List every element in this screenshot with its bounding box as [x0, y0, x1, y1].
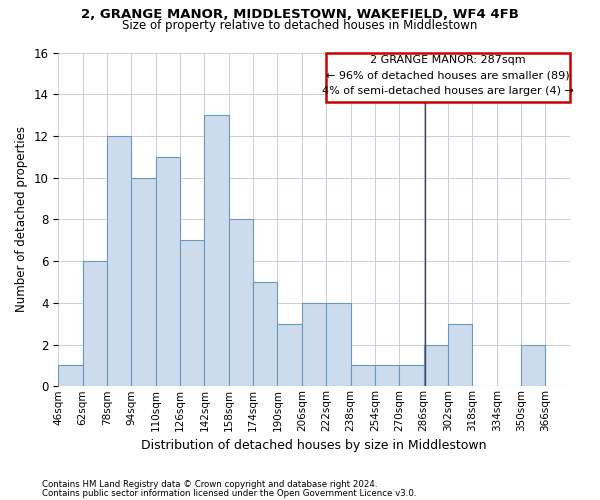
Bar — [448, 324, 472, 386]
Bar — [229, 220, 253, 386]
Bar — [107, 136, 131, 386]
Bar — [326, 303, 350, 386]
Text: 2 GRANGE MANOR: 287sqm: 2 GRANGE MANOR: 287sqm — [370, 55, 526, 65]
Bar — [253, 282, 277, 387]
Text: 2, GRANGE MANOR, MIDDLESTOWN, WAKEFIELD, WF4 4FB: 2, GRANGE MANOR, MIDDLESTOWN, WAKEFIELD,… — [81, 8, 519, 20]
Bar — [156, 157, 180, 386]
Text: Size of property relative to detached houses in Middlestown: Size of property relative to detached ho… — [122, 19, 478, 32]
Bar — [399, 366, 424, 386]
X-axis label: Distribution of detached houses by size in Middlestown: Distribution of detached houses by size … — [141, 440, 487, 452]
Y-axis label: Number of detached properties: Number of detached properties — [15, 126, 28, 312]
Bar — [302, 303, 326, 386]
Bar — [205, 115, 229, 386]
Bar — [375, 366, 399, 386]
Bar — [83, 261, 107, 386]
Text: 4% of semi-detached houses are larger (4) →: 4% of semi-detached houses are larger (4… — [322, 86, 574, 96]
Bar — [521, 344, 545, 387]
Bar — [277, 324, 302, 386]
Bar — [58, 366, 83, 386]
Text: ← 96% of detached houses are smaller (89): ← 96% of detached houses are smaller (89… — [326, 70, 570, 81]
Text: Contains public sector information licensed under the Open Government Licence v3: Contains public sector information licen… — [42, 488, 416, 498]
Bar — [350, 366, 375, 386]
FancyBboxPatch shape — [326, 52, 570, 102]
Bar — [180, 240, 205, 386]
Text: Contains HM Land Registry data © Crown copyright and database right 2024.: Contains HM Land Registry data © Crown c… — [42, 480, 377, 489]
Bar — [131, 178, 156, 386]
Bar — [424, 344, 448, 387]
